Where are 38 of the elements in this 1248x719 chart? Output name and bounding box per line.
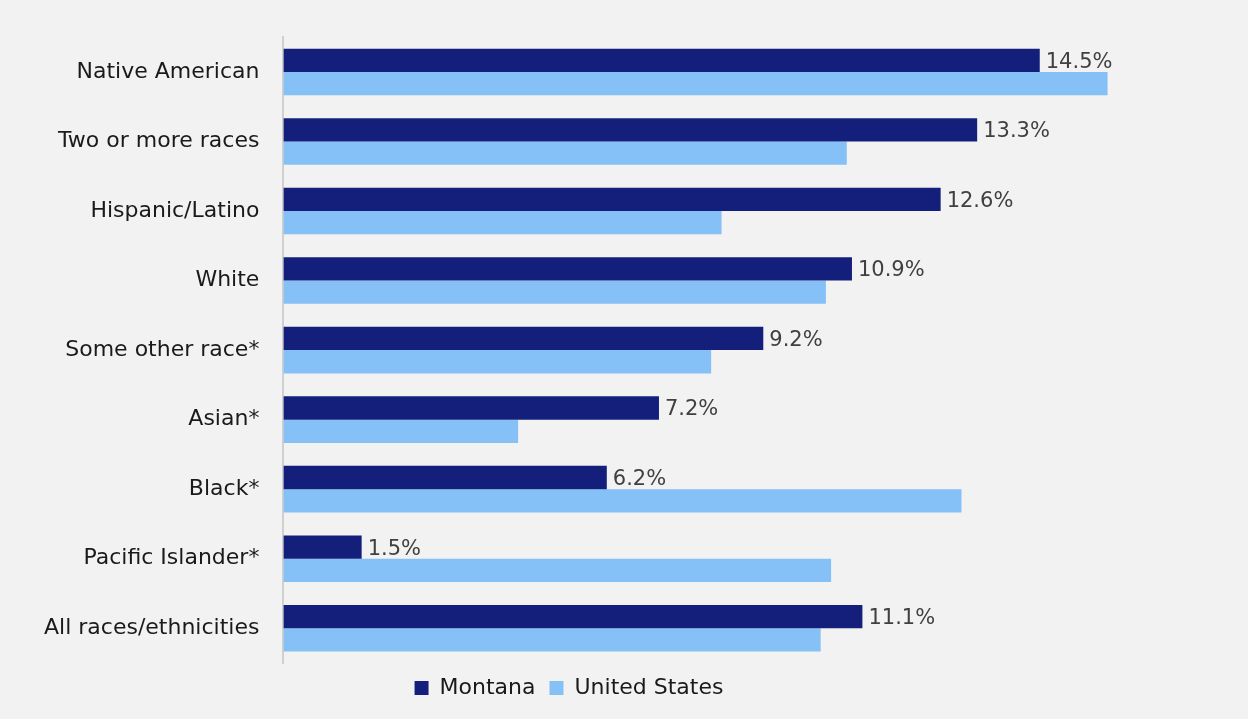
bar: [283, 211, 722, 235]
data-label: 14.5%: [1045, 48, 1113, 73]
y-tick-label: Pacific Islander*: [83, 544, 260, 570]
bar: [283, 350, 712, 374]
data-label: 6.2%: [612, 465, 667, 490]
y-tick-label: Asian*: [188, 405, 260, 431]
y-tick-label: Native American: [76, 57, 260, 83]
data-label: 10.9%: [857, 257, 925, 282]
bar: [283, 535, 362, 559]
y-tick-label: White: [195, 266, 260, 292]
y-tick-label: All races/ethnicities: [44, 613, 260, 639]
data-label: 11.1%: [868, 605, 936, 630]
y-tick-label: Two or more races: [57, 127, 260, 153]
bar: [283, 187, 941, 212]
bar: [283, 489, 962, 513]
y-tick-label: Some other race*: [65, 335, 260, 361]
data-label: 13.3%: [983, 118, 1050, 143]
bar: [283, 257, 852, 281]
bar: [283, 280, 826, 304]
legend-label: Montana: [439, 673, 536, 699]
bar: [283, 48, 1040, 72]
bar: [283, 419, 519, 443]
data-label: 9.2%: [769, 326, 823, 351]
y-tick-label: Hispanic/Latino: [90, 196, 260, 222]
y-tick-label: Black*: [188, 474, 260, 500]
bar: [283, 628, 821, 652]
bar: [283, 141, 847, 165]
legend-label: United States: [574, 673, 724, 699]
bar: [283, 558, 832, 582]
data-label: 1.5%: [367, 535, 422, 560]
bar: [283, 465, 607, 490]
bar: [283, 326, 764, 351]
bar: [283, 604, 863, 629]
bar: [283, 71, 1108, 96]
bar: [283, 118, 978, 142]
data-label: 12.6%: [946, 187, 1014, 212]
data-label: 7.2%: [664, 396, 719, 421]
bar: [283, 396, 659, 420]
